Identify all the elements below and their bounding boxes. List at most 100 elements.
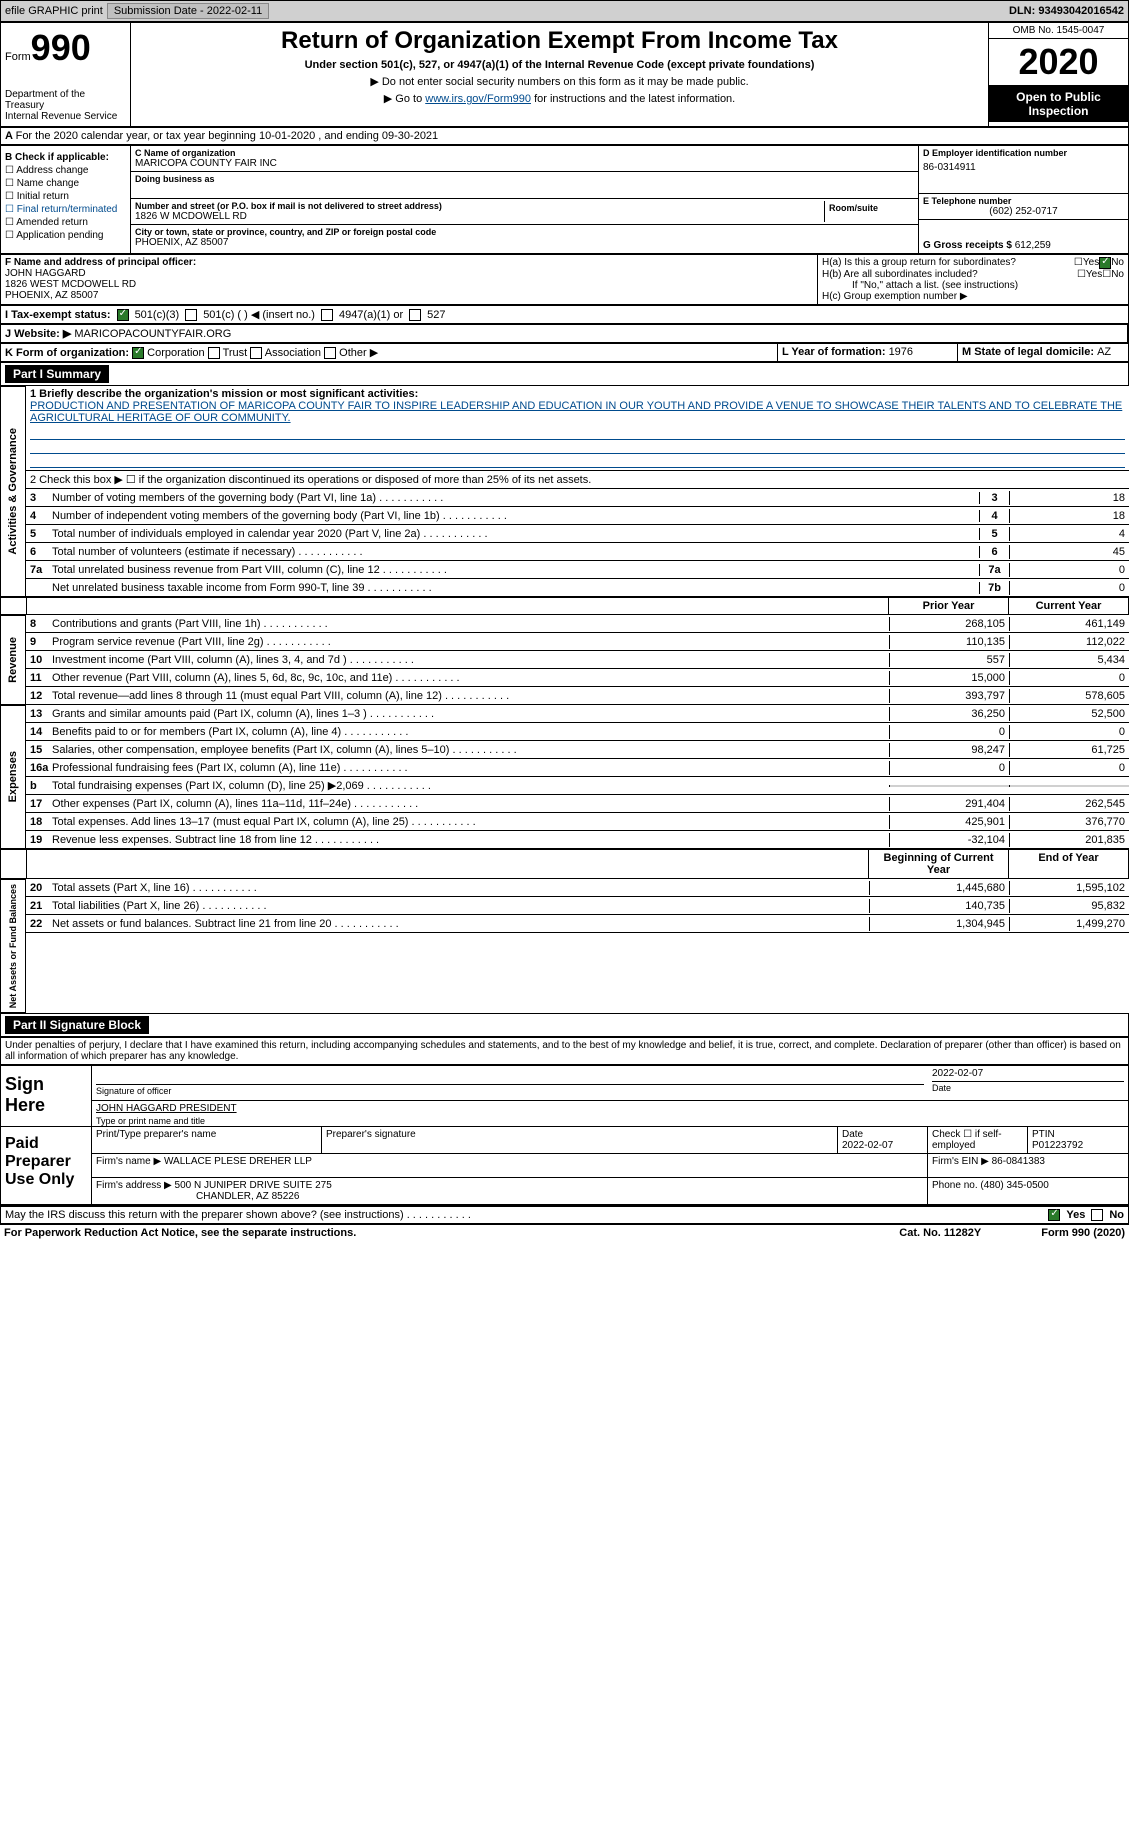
- officer-name: JOHN HAGGARD: [5, 268, 813, 279]
- sig-date: 2022-02-07: [928, 1066, 1128, 1081]
- sign-here-label: Sign Here: [1, 1066, 91, 1126]
- table-row: 15Salaries, other compensation, employee…: [26, 741, 1129, 759]
- footer-mid: Cat. No. 11282Y: [899, 1227, 981, 1239]
- sign-content: Signature of officer 2022-02-07 Date JOH…: [91, 1066, 1128, 1126]
- box-e: E Telephone number (602) 252-0717: [919, 194, 1128, 220]
- box-h: H(a) Is this a group return for subordin…: [818, 255, 1128, 304]
- side-governance: Activities & Governance: [0, 386, 26, 597]
- department: Department of the TreasuryInternal Reven…: [5, 89, 126, 122]
- table-row: 8Contributions and grants (Part VIII, li…: [26, 615, 1129, 633]
- table-row: 5Total number of individuals employed in…: [26, 525, 1129, 543]
- check-initial-return[interactable]: ☐ Initial return: [5, 191, 126, 202]
- state-domicile: AZ: [1097, 346, 1111, 358]
- check-name-change[interactable]: ☐ Name change: [5, 178, 126, 189]
- discuss-row: May the IRS discuss this return with the…: [0, 1206, 1129, 1224]
- right-col: D Employer identification number 86-0314…: [918, 146, 1128, 253]
- check-address-change[interactable]: ☐ Address change: [5, 165, 126, 176]
- table-row: 9Program service revenue (Part VIII, lin…: [26, 633, 1129, 651]
- form-note1: ▶ Do not enter social security numbers o…: [135, 75, 984, 88]
- firm-addr2: CHANDLER, AZ 85226: [96, 1191, 299, 1202]
- table-row: 16aProfessional fundraising fees (Part I…: [26, 759, 1129, 777]
- check-501c3: [117, 309, 129, 321]
- q2: 2 Check this box ▶ ☐ if the organization…: [26, 471, 1129, 489]
- table-row: 14Benefits paid to or for members (Part …: [26, 723, 1129, 741]
- side-netassets: Net Assets or Fund Balances: [0, 879, 26, 1013]
- ein: 86-0314911: [923, 162, 1124, 173]
- efile-label: efile GRAPHIC print: [5, 5, 103, 17]
- gross-receipts: 612,259: [1015, 240, 1051, 251]
- box-b-title: B Check if applicable:: [5, 152, 126, 163]
- omb-number: OMB No. 1545-0047: [989, 23, 1128, 39]
- room-box: Room/suite: [824, 201, 914, 222]
- city-state-zip: PHOENIX, AZ 85007: [135, 237, 914, 248]
- phone: (602) 252-0717: [923, 206, 1124, 217]
- check-amended[interactable]: ☐ Amended return: [5, 217, 126, 228]
- city-box: City or town, state or province, country…: [131, 225, 918, 250]
- table-row: 18Total expenses. Add lines 13–17 (must …: [26, 813, 1129, 831]
- year-formation: 1976: [889, 346, 913, 358]
- header-mid: Return of Organization Exempt From Incom…: [131, 23, 988, 126]
- col-headers2: Beginning of Current Year End of Year: [0, 849, 1129, 879]
- firm-addr1: 500 N JUNIPER DRIVE SUITE 275: [175, 1180, 332, 1191]
- side-expenses: Expenses: [0, 705, 26, 849]
- irs-link[interactable]: www.irs.gov/Form990: [425, 93, 531, 105]
- org-name: MARICOPA COUNTY FAIR INC: [135, 158, 914, 169]
- officer-addr1: 1826 WEST MCDOWELL RD: [5, 279, 813, 290]
- table-row: 3Number of voting members of the governi…: [26, 489, 1129, 507]
- ptin: P01223792: [1032, 1140, 1124, 1151]
- table-row: 6Total number of volunteers (estimate if…: [26, 543, 1129, 561]
- page-footer: For Paperwork Reduction Act Notice, see …: [0, 1224, 1129, 1241]
- street-address: 1826 W MCDOWELL RD: [135, 211, 824, 222]
- table-row: 7aTotal unrelated business revenue from …: [26, 561, 1129, 579]
- part1-header: Part I Summary: [0, 362, 1129, 386]
- part1-revenue: Revenue 8Contributions and grants (Part …: [0, 615, 1129, 705]
- discuss-yes: [1048, 1209, 1060, 1221]
- table-row: Net unrelated business taxable income fr…: [26, 579, 1129, 597]
- footer-left: For Paperwork Reduction Act Notice, see …: [4, 1227, 356, 1239]
- dln: DLN: 93493042016542: [1009, 5, 1124, 17]
- box-c: C Name of organization MARICOPA COUNTY F…: [131, 146, 918, 253]
- form-label: Form: [5, 51, 31, 63]
- submission-date: Submission Date - 2022-02-11: [107, 3, 269, 19]
- part1-expenses: Expenses 13Grants and similar amounts pa…: [0, 705, 1129, 849]
- table-row: 17Other expenses (Part IX, column (A), l…: [26, 795, 1129, 813]
- paid-preparer-label: Paid Preparer Use Only: [1, 1127, 91, 1204]
- org-name-box: C Name of organization MARICOPA COUNTY F…: [131, 146, 918, 172]
- line-i: I Tax-exempt status: 501(c)(3) 501(c) ( …: [0, 305, 1129, 324]
- ha-no-check: [1099, 257, 1111, 269]
- sig-officer-line: Signature of officer: [96, 1084, 924, 1096]
- check-corp: [132, 347, 144, 359]
- topbar: efile GRAPHIC print Submission Date - 20…: [0, 0, 1129, 22]
- part1-governance: Activities & Governance 1 Briefly descri…: [0, 386, 1129, 597]
- preparer-grid: Print/Type preparer's name Preparer's si…: [91, 1127, 1128, 1204]
- table-row: 13Grants and similar amounts paid (Part …: [26, 705, 1129, 723]
- part1-netassets: Net Assets or Fund Balances 20Total asse…: [0, 879, 1129, 1013]
- box-f: F Name and address of principal officer:…: [1, 255, 818, 304]
- table-row: 21Total liabilities (Part X, line 26)140…: [26, 897, 1129, 915]
- line-j-lm: J Website: ▶ MARICOPACOUNTYFAIR.ORG: [0, 324, 1129, 343]
- part2-header: Part II Signature Block: [0, 1013, 1129, 1037]
- form-subtitle: Under section 501(c), 527, or 4947(a)(1)…: [135, 59, 984, 71]
- table-row: 11Other revenue (Part VIII, column (A), …: [26, 669, 1129, 687]
- signature-block: Sign Here Signature of officer 2022-02-0…: [0, 1065, 1129, 1206]
- table-row: 22Net assets or fund balances. Subtract …: [26, 915, 1129, 933]
- check-application-pending[interactable]: ☐ Application pending: [5, 230, 126, 241]
- col-headers: Prior Year Current Year: [0, 597, 1129, 615]
- section-b-h: B Check if applicable: ☐ Address change …: [0, 145, 1129, 254]
- q1: 1 Briefly describe the organization's mi…: [26, 386, 1129, 471]
- officer-addr2: PHOENIX, AZ 85007: [5, 290, 813, 301]
- firm-ein: 86-0841383: [992, 1156, 1045, 1167]
- prep-date: 2022-02-07: [842, 1140, 923, 1151]
- box-d: D Employer identification number 86-0314…: [919, 146, 1128, 194]
- table-row: 10Investment income (Part VIII, column (…: [26, 651, 1129, 669]
- firm-phone: (480) 345-0500: [980, 1180, 1048, 1191]
- form-title: Return of Organization Exempt From Incom…: [135, 27, 984, 55]
- section-f-h: F Name and address of principal officer:…: [0, 254, 1129, 305]
- tax-year: 2020: [989, 39, 1128, 86]
- box-g: G Gross receipts $ 612,259: [919, 220, 1128, 253]
- website: MARICOPACOUNTYFAIR.ORG: [71, 328, 231, 340]
- mission-text: PRODUCTION AND PRESENTATION OF MARICOPA …: [30, 400, 1125, 424]
- box-b: B Check if applicable: ☐ Address change …: [1, 146, 131, 253]
- declaration: Under penalties of perjury, I declare th…: [0, 1037, 1129, 1065]
- check-final-return[interactable]: ☐ Final return/terminated: [5, 204, 126, 215]
